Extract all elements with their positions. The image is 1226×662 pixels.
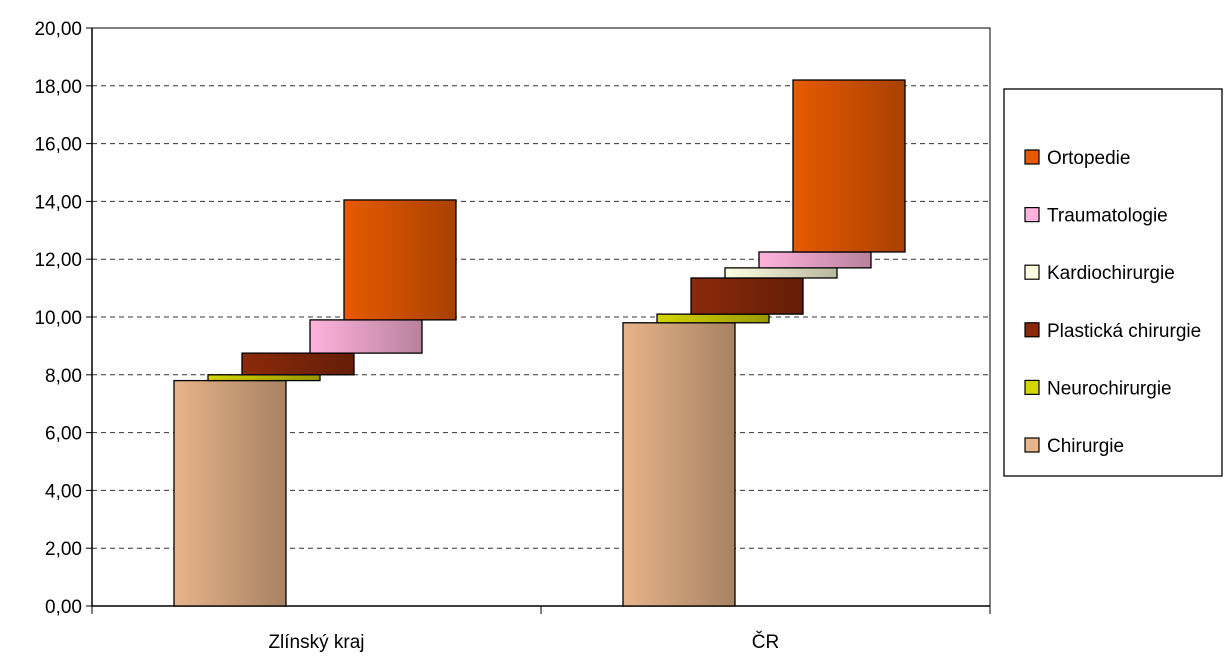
legend-label: Plastická chirurgie [1047, 321, 1201, 342]
y-tick-label: 6,00 [45, 424, 82, 445]
legend-label: Ortopedie [1047, 148, 1130, 169]
y-tick-label: 8,00 [45, 366, 82, 387]
legend-swatch [1024, 207, 1040, 223]
legend-swatch [1024, 379, 1040, 395]
bar-plastická-chirurgie-0 [241, 352, 355, 376]
bar-kardiochirurgie-1 [724, 267, 838, 279]
y-tick-label: 18,00 [34, 77, 82, 98]
bar-ortopedie-0 [343, 199, 457, 321]
legend-swatch [1024, 149, 1040, 165]
tick-labels: 0,00 2,00 4,00 6,00 8,00 10,00 12,00 14,00 16,00… [34, 19, 779, 653]
y-tick-label: 0,00 [45, 597, 82, 618]
y-tick-label: 16,00 [34, 135, 82, 156]
legend-label: Traumatologie [1047, 206, 1168, 227]
legend-swatch [1024, 437, 1040, 453]
legend-swatch [1024, 322, 1040, 338]
bar-traumatologie-1 [758, 251, 872, 269]
y-tick-label: 20,00 [34, 19, 82, 40]
bar-chirurgie-1 [622, 322, 736, 607]
bar-chirurgie-0 [173, 379, 287, 607]
bars [173, 79, 906, 607]
bar-plastická-chirurgie-1 [690, 277, 804, 315]
y-tick-label: 4,00 [45, 481, 82, 502]
x-category-label: ČR [752, 631, 779, 653]
legend: Ortopedie Traumatologie Kardiochirurgie Pla… [1003, 88, 1223, 477]
legend-label: Chirurgie [1047, 436, 1124, 457]
bar-neurochirurgie-1 [656, 313, 770, 324]
y-tick-label: 14,00 [34, 192, 82, 213]
x-category-label: Zlínský kraj [268, 632, 364, 653]
bar-neurochirurgie-0 [207, 374, 321, 382]
legend-label: Kardiochirurgie [1047, 263, 1175, 284]
y-tick-label: 12,00 [34, 250, 82, 271]
bar-traumatologie-0 [309, 319, 423, 354]
bar-ortopedie-1 [792, 79, 906, 253]
y-tick-label: 10,00 [34, 308, 82, 329]
legend-swatch [1024, 264, 1040, 280]
legend-box [1003, 88, 1223, 477]
y-tick-label: 2,00 [45, 539, 82, 560]
legend-label: Neurochirurgie [1047, 378, 1172, 399]
